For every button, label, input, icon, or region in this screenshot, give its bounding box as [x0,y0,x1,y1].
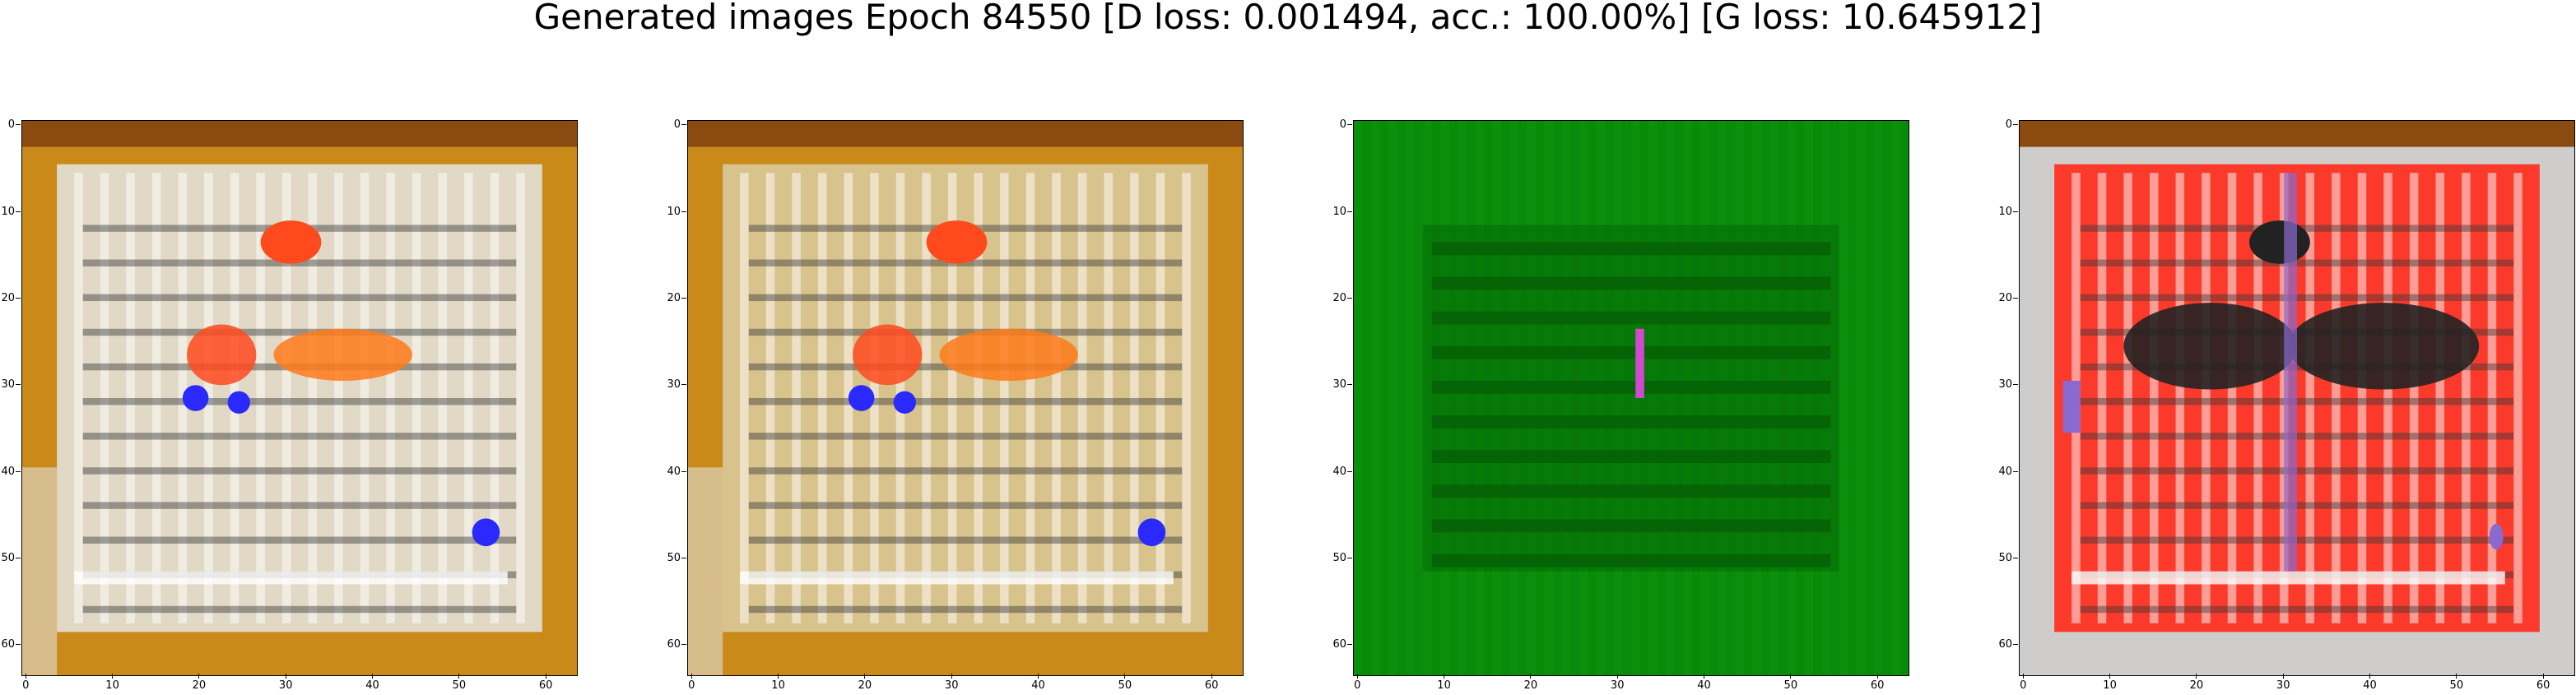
y-tick-label: 20 [656,292,686,304]
x-tick-label: 40 [1692,674,1717,692]
x-tick-label: 20 [187,674,212,692]
y-tick-label: 10 [0,206,21,218]
x-tick-label: 40 [1026,674,1051,692]
x-tick-label: 20 [2184,674,2209,692]
x-tick-label: 60 [533,674,558,692]
x-tick-label: 0 [13,674,38,692]
y-tick-label: 50 [1322,552,1352,564]
y-tick-label: 20 [1322,292,1352,304]
x-tick-label: 50 [1779,674,1803,692]
y-tick-label: 60 [0,638,21,651]
generated-image-pixels [2020,121,2574,675]
y-tick-label: 20 [0,292,21,304]
y-tick-label: 40 [0,466,21,478]
x-tick-label: 10 [2098,674,2123,692]
image-panel-4: 0 10 20 30 40 50 60 0 10 20 30 40 50 60 [1998,117,2576,692]
x-tick-label: 50 [447,674,472,692]
y-tick-label: 50 [656,552,686,564]
x-tick-label: 10 [1432,674,1457,692]
generated-image-1 [21,120,578,676]
x-tick-label: 30 [1605,674,1630,692]
image-panel-2: 0 10 20 30 40 50 60 0 10 20 30 40 50 60 [667,117,1245,692]
x-tick-label: 30 [939,674,964,692]
x-tick-label: 0 [679,674,704,692]
y-tick-label: 0 [1988,118,2018,131]
x-tick-label: 40 [2358,674,2383,692]
y-tick-label: 60 [1988,638,2018,651]
y-tick-label: 0 [1322,118,1352,131]
x-tick-label: 60 [2531,674,2555,692]
y-tick-label: 20 [1988,292,2018,304]
y-tick-label: 50 [1988,552,2018,564]
x-tick-label: 10 [100,674,125,692]
y-tick-label: 10 [1988,206,2018,218]
y-tick-label: 40 [1988,466,2018,478]
x-tick-label: 30 [273,674,298,692]
x-tick-label: 0 [2011,674,2035,692]
y-tick-label: 50 [0,552,21,564]
x-tick-label: 50 [2444,674,2469,692]
x-tick-label: 60 [1865,674,1890,692]
y-tick-label: 40 [1322,466,1352,478]
generated-image-4 [2019,120,2575,676]
x-tick-label: 0 [1345,674,1369,692]
y-tick-label: 30 [1322,378,1352,391]
generated-image-pixels [688,121,1243,675]
x-tick-label: 20 [853,674,877,692]
y-tick-label: 60 [656,638,686,651]
x-tick-label: 60 [1199,674,1224,692]
x-tick-label: 30 [2271,674,2295,692]
y-tick-label: 30 [656,378,686,391]
generated-image-pixels [1354,121,1909,675]
generated-image-pixels [22,121,577,675]
y-tick-label: 30 [0,378,21,391]
y-tick-label: 0 [656,118,686,131]
generated-image-2 [687,120,1244,676]
x-tick-label: 10 [766,674,791,692]
y-tick-label: 10 [656,206,686,218]
x-tick-label: 20 [1518,674,1543,692]
y-tick-label: 60 [1322,638,1352,651]
x-tick-label: 50 [1113,674,1137,692]
figure-title: Generated images Epoch 84550 [D loss: 0.… [533,0,2043,37]
image-panel-1: 0 10 20 30 40 50 60 0 10 20 30 40 50 60 [1,117,579,692]
x-tick-label: 40 [360,674,385,692]
image-panel-3: 0 10 20 30 40 50 60 0 10 20 30 40 50 60 [1332,117,1911,692]
y-tick-label: 40 [656,466,686,478]
generated-image-3 [1353,120,1909,676]
y-tick-label: 30 [1988,378,2018,391]
y-tick-label: 10 [1322,206,1352,218]
y-tick-label: 0 [0,118,21,131]
